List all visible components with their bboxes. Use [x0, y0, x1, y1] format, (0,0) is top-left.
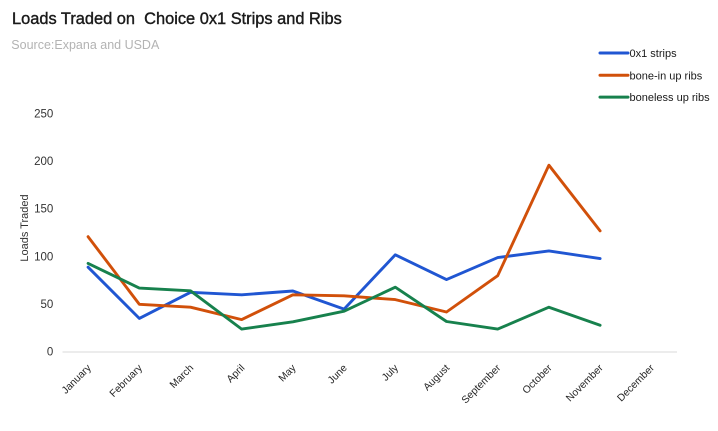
svg-text:50: 50	[41, 299, 54, 311]
svg-text:0x1 strips: 0x1 strips	[630, 48, 678, 60]
svg-text:boneless up ribs: boneless up ribs	[630, 92, 711, 104]
svg-text:200: 200	[34, 156, 53, 168]
svg-text:100: 100	[34, 251, 53, 263]
svg-text:Loads Traded: Loads Traded	[19, 194, 31, 261]
svg-text:Loads Traded on Choice 0x1 St: Loads Traded on Choice 0x1 Strips and Ri…	[12, 10, 342, 28]
svg-text:Source:Expana and USDA: Source:Expana and USDA	[11, 38, 160, 52]
svg-text:bone-in up ribs: bone-in up ribs	[630, 70, 703, 82]
svg-text:250: 250	[34, 108, 53, 120]
svg-text:150: 150	[34, 204, 53, 216]
svg-text:0: 0	[47, 347, 53, 359]
